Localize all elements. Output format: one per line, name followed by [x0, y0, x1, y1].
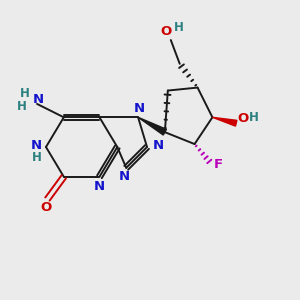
Text: H: H — [174, 21, 184, 34]
Text: N: N — [31, 139, 42, 152]
Text: H: H — [32, 151, 41, 164]
Text: N: N — [153, 139, 164, 152]
Text: H: H — [20, 87, 29, 100]
Text: N: N — [119, 170, 130, 183]
Polygon shape — [138, 117, 166, 135]
Text: H: H — [17, 100, 27, 113]
Polygon shape — [212, 117, 237, 126]
Text: O: O — [161, 25, 172, 38]
Text: N: N — [94, 180, 105, 193]
Text: O: O — [40, 202, 52, 214]
Text: N: N — [134, 103, 145, 116]
Text: O: O — [237, 112, 248, 125]
Text: F: F — [214, 158, 223, 171]
Text: N: N — [33, 93, 44, 106]
Text: H: H — [249, 111, 259, 124]
